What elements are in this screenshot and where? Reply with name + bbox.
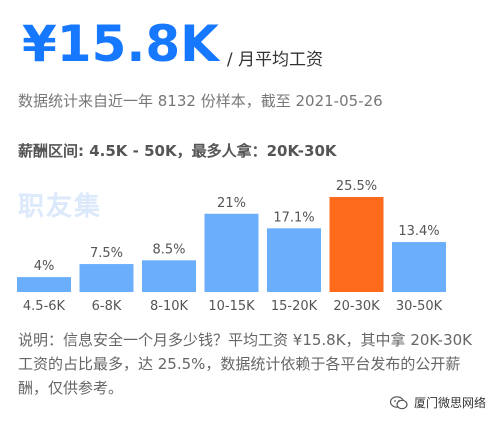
source-watermark-text: 厦门微思网络 xyxy=(413,396,486,410)
x-tick-label: 20-30K xyxy=(333,299,380,314)
sample-statistics-note: 数据统计来自近一年 8132 份样本，截至 2021-05-26 xyxy=(18,92,383,110)
x-tick-label: 30-50K xyxy=(396,299,443,314)
average-salary-unit: / 月平均工资 xyxy=(226,50,324,70)
bar-value-label: 21% xyxy=(217,196,246,211)
bar-20-30K xyxy=(329,197,384,292)
salary-range-summary: 薪酬区间: 4.5K - 50K，最多人拿：20K-30K xyxy=(18,142,337,160)
salary-description: 说明：信息安全一个月多少钱？平均工资 ¥15.8K，其中拿 20K-30K 工资… xyxy=(18,331,473,397)
bar-10-15K xyxy=(204,213,259,292)
zhiyouji-watermark-logo: 职友集 xyxy=(18,192,103,222)
bar-30-50K xyxy=(392,242,446,292)
salary-header: ¥15.8K / 月平均工资 xyxy=(22,4,323,84)
x-tick-label: 6-8K xyxy=(92,299,122,314)
bar-15-20K xyxy=(267,228,321,292)
bar-value-label: 17.1% xyxy=(273,210,314,225)
source-watermark: 厦门微思网络 xyxy=(389,394,486,411)
average-salary-value: ¥15.8K xyxy=(22,15,219,73)
bar-value-label: 13.4% xyxy=(398,224,439,239)
x-tick-label: 10-15K xyxy=(208,299,255,314)
salary-distribution-chart: 4% 4.5-6K 7.5% 6-8K 8.5% 8-10K 21% 10-15K 17.1% 1… xyxy=(17,179,446,314)
bar-value-label: 8.5% xyxy=(152,242,185,257)
bar-4.5-6K xyxy=(17,277,71,292)
bar-6-8K xyxy=(79,264,134,292)
x-tick-label: 8-10K xyxy=(150,299,189,314)
x-tick-label: 4.5-6K xyxy=(23,299,66,314)
bar-value-label: 7.5% xyxy=(90,246,123,261)
bar-value-label: 4% xyxy=(34,259,55,274)
wechat-icon xyxy=(389,395,408,409)
x-tick-label: 15-20K xyxy=(271,299,318,314)
bar-8-10K xyxy=(142,260,196,292)
bar-value-label: 25.5% xyxy=(336,179,377,194)
